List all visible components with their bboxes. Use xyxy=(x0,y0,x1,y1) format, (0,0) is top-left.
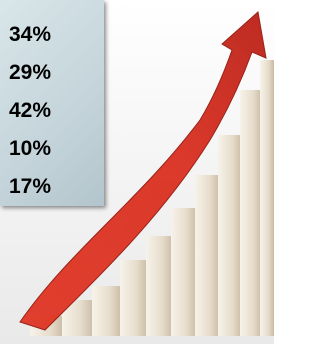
page: 34% 29% 42% 10% 17% (() => { const data … xyxy=(0,0,274,344)
column xyxy=(240,90,262,336)
column xyxy=(120,260,148,336)
percent-label: 42% xyxy=(9,99,51,123)
column xyxy=(218,135,242,336)
column xyxy=(260,60,274,336)
percent-label: 29% xyxy=(9,61,51,85)
column xyxy=(171,208,197,336)
column xyxy=(146,236,173,336)
percent-label: 17% xyxy=(9,175,51,199)
column xyxy=(92,286,122,336)
percent-box: 34% 29% 42% 10% 17% xyxy=(0,0,104,206)
percent-label: 10% xyxy=(9,137,51,161)
percent-label: 34% xyxy=(9,23,51,47)
column xyxy=(195,175,220,336)
